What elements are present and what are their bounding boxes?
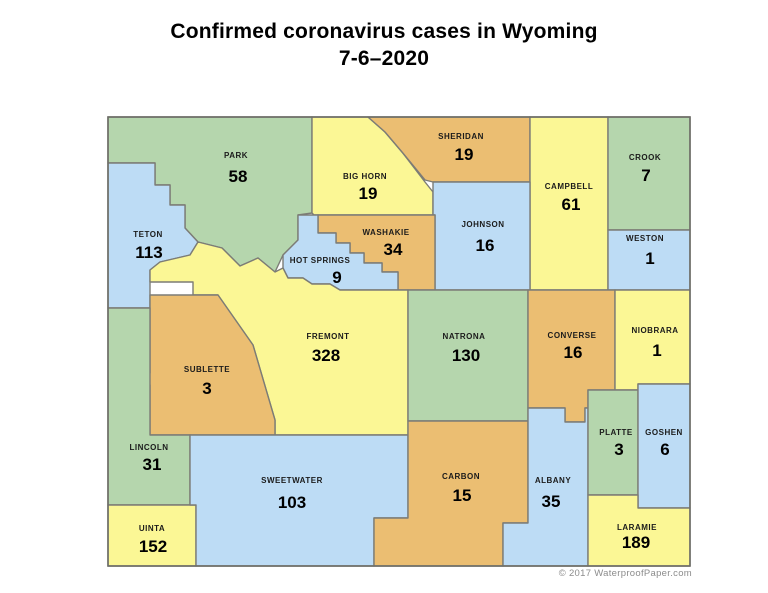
county-name-lincoln: LINCOLN: [129, 443, 168, 452]
county-cases-hot-springs: 9: [332, 268, 341, 287]
county-cases-crook: 7: [641, 166, 650, 185]
county-name-uinta: UINTA: [139, 524, 165, 533]
county-name-campbell: CAMPBELL: [545, 182, 593, 191]
county-crook: CROOK 7: [607, 116, 691, 231]
copyright-text: © 2017 WaterproofPaper.com: [558, 568, 692, 579]
county-cases-campbell: 61: [562, 195, 581, 214]
county-cases-fremont: 328: [312, 346, 340, 365]
county-cases-goshen: 6: [660, 440, 669, 459]
county-cases-sheridan: 19: [455, 145, 474, 164]
page-title: Confirmed coronavirus cases in Wyoming 7…: [0, 18, 768, 72]
county-cases-teton: 113: [135, 243, 162, 262]
county-name-teton: TETON: [133, 230, 162, 239]
county-fremont: FREMONT 328: [149, 241, 409, 436]
county-goshen: GOSHEN 6: [637, 383, 691, 509]
county-shape-uinta: [107, 504, 197, 567]
county-name-crook: CROOK: [629, 153, 661, 162]
county-teton: TETON 113: [107, 162, 199, 309]
county-campbell: CAMPBELL 61: [529, 116, 609, 291]
county-name-sublette: SUBLETTE: [184, 365, 230, 374]
county-cases-big-horn: 19: [359, 184, 378, 203]
county-name-natrona: NATRONA: [443, 332, 486, 341]
county-name-weston: WESTON: [626, 234, 664, 243]
county-niobrara: NIOBRARA 1: [614, 289, 691, 391]
county-shape-platte: [587, 389, 639, 496]
county-name-carbon: CARBON: [442, 472, 480, 481]
county-cases-weston: 1: [645, 249, 654, 268]
county-cases-albany: 35: [542, 492, 561, 511]
county-cases-niobrara: 1: [652, 341, 661, 360]
county-uinta: UINTA 152: [107, 504, 197, 567]
county-name-albany: ALBANY: [535, 476, 571, 485]
county-name-laramie: LARAMIE: [617, 523, 657, 532]
county-natrona: NATRONA 130: [407, 289, 529, 422]
county-name-fremont: FREMONT: [306, 332, 349, 341]
county-johnson: JOHNSON 16: [432, 181, 531, 291]
county-cases-lincoln: 31: [143, 455, 162, 474]
county-name-platte: PLATTE: [599, 428, 633, 437]
county-cases-sweetwater: 103: [278, 493, 306, 512]
county-cases-washakie: 34: [384, 240, 403, 259]
county-name-johnson: JOHNSON: [461, 220, 504, 229]
county-name-hot-springs: HOT SPRINGS: [290, 256, 351, 265]
title-line-1: Confirmed coronavirus cases in Wyoming: [170, 20, 598, 43]
county-name-sheridan: SHERIDAN: [438, 132, 484, 141]
county-cases-converse: 16: [564, 343, 583, 362]
county-cases-park: 58: [229, 167, 248, 186]
county-cases-carbon: 15: [453, 486, 472, 505]
title-line-2: 7-6–2020: [338, 47, 430, 70]
county-name-converse: CONVERSE: [548, 331, 597, 340]
county-cases-sublette: 3: [202, 379, 211, 398]
county-name-big-horn: BIG HORN: [343, 172, 387, 181]
county-shape-niobrara: [614, 289, 691, 391]
county-name-park: PARK: [224, 151, 248, 160]
county-cases-natrona: 130: [452, 346, 480, 365]
county-weston: WESTON 1: [607, 229, 691, 291]
county-name-sweetwater: SWEETWATER: [261, 476, 323, 485]
county-name-washakie: WASHAKIE: [362, 228, 409, 237]
county-name-goshen: GOSHEN: [645, 428, 683, 437]
county-cases-johnson: 16: [476, 236, 495, 255]
state-border: [107, 116, 691, 567]
county-cases-uinta: 152: [139, 537, 167, 556]
county-cases-laramie: 189: [622, 533, 650, 552]
county-platte: PLATTE 3: [587, 389, 639, 496]
county-cases-platte: 3: [614, 440, 623, 459]
county-name-niobrara: NIOBRARA: [631, 326, 678, 335]
